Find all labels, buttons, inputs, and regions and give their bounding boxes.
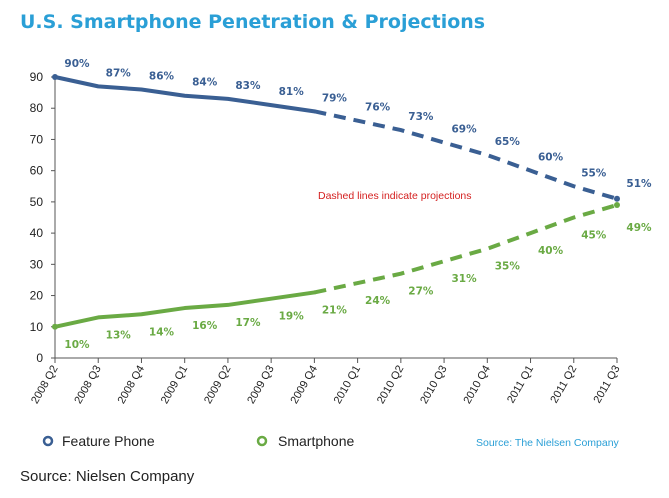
legend-smartphone-marker bbox=[256, 435, 268, 447]
y-tick-label: 40 bbox=[30, 226, 44, 240]
y-tick-label: 20 bbox=[30, 289, 44, 303]
legend-smartphone-label: Smartphone bbox=[278, 433, 354, 449]
x-tick-label: 2010 Q3 bbox=[418, 364, 449, 407]
feature-phone-data-label: 79% bbox=[322, 92, 348, 104]
y-tick-label: 60 bbox=[30, 164, 44, 178]
feature-phone-data-label: 84% bbox=[192, 77, 218, 89]
chart-source: Source: The Nielsen Company bbox=[476, 437, 620, 449]
y-tick-label: 10 bbox=[30, 320, 44, 334]
feature-phone-data-label: 83% bbox=[235, 80, 261, 92]
y-tick-label: 70 bbox=[30, 132, 44, 146]
smartphone-data-label: 40% bbox=[538, 245, 564, 257]
x-tick-label: 2009 Q4 bbox=[288, 364, 319, 407]
x-tick-label: 2009 Q3 bbox=[245, 364, 276, 407]
y-tick-label: 50 bbox=[30, 195, 44, 209]
feature-phone-data-label: 65% bbox=[495, 136, 521, 148]
smartphone-data-label: 31% bbox=[452, 273, 478, 285]
image-caption: Source: Nielsen Company bbox=[20, 468, 195, 485]
chart-title: U.S. Smartphone Penetration & Projection… bbox=[20, 11, 485, 33]
axes: 0 10 20 30 40 50 60 70 80 90 2008 Q2 2008 Q3 2008 Q4… bbox=[29, 70, 622, 406]
feature-phone-data-label: 76% bbox=[365, 102, 391, 114]
legend-feature-phone-label: Feature Phone bbox=[62, 433, 155, 449]
feature-phone-data-label: 69% bbox=[452, 124, 478, 136]
x-tick-label: 2008 Q4 bbox=[116, 364, 147, 407]
x-tick-label: 2010 Q2 bbox=[375, 364, 406, 407]
smartphone-data-label: 16% bbox=[192, 320, 218, 332]
feature-phone-line-projection bbox=[313, 109, 618, 201]
y-tick-label: 0 bbox=[36, 351, 43, 365]
projection-annotation: Dashed lines indicate projections bbox=[318, 190, 472, 202]
feature-phone-start-point bbox=[52, 74, 58, 80]
feature-phone-data-label: 90% bbox=[64, 58, 90, 70]
x-tick-label: 2010 Q4 bbox=[461, 364, 492, 407]
smartphone-data-label: 14% bbox=[149, 326, 175, 338]
smartphone-line-actual bbox=[53, 290, 317, 329]
x-tick-label: 2009 Q2 bbox=[202, 364, 233, 407]
data-labels: 90% 87% 86% 84% 83% 81% 79% 76% 73% 69% 65% 60% 55% 5… bbox=[64, 58, 652, 351]
smartphone-data-label: 27% bbox=[408, 286, 434, 298]
feature-phone-data-label: 87% bbox=[106, 67, 132, 79]
feature-phone-data-label: 60% bbox=[538, 152, 564, 164]
smartphone-data-label: 13% bbox=[106, 329, 132, 341]
smartphone-end-point bbox=[614, 202, 620, 209]
feature-phone-data-label: 81% bbox=[279, 86, 305, 98]
feature-phone-end-point bbox=[614, 195, 620, 202]
smartphone-data-label: 17% bbox=[235, 317, 261, 329]
y-tick-label: 90 bbox=[30, 70, 44, 84]
feature-phone-data-label: 55% bbox=[581, 167, 607, 179]
smartphone-line-projection bbox=[313, 203, 618, 295]
x-tick-label: 2009 Q1 bbox=[159, 364, 190, 407]
legend-feature-phone-marker bbox=[42, 435, 54, 447]
smartphone-data-label: 35% bbox=[495, 261, 521, 273]
y-tick-label: 80 bbox=[30, 101, 44, 115]
smartphone-data-label: 24% bbox=[365, 295, 391, 307]
smartphone-data-label: 10% bbox=[64, 339, 90, 351]
smartphone-data-label: 21% bbox=[322, 304, 348, 316]
series-group bbox=[52, 74, 620, 330]
legend: Feature Phone Smartphone bbox=[42, 433, 354, 449]
x-tick-label: 2011 Q2 bbox=[548, 364, 579, 406]
smartphone-data-label: 49% bbox=[626, 222, 652, 234]
feature-phone-data-label: 73% bbox=[408, 111, 434, 123]
y-tick-label: 30 bbox=[30, 257, 44, 271]
x-tick-label: 2011 Q3 bbox=[592, 364, 623, 406]
x-tick-label: 2010 Q1 bbox=[332, 364, 363, 407]
feature-phone-data-label: 86% bbox=[149, 70, 175, 82]
smartphone-start-point bbox=[52, 323, 58, 330]
smartphone-data-label: 45% bbox=[581, 230, 607, 242]
smartphone-data-label: 19% bbox=[279, 311, 305, 323]
x-tick-label: 2008 Q3 bbox=[72, 364, 103, 407]
x-tick-label: 2008 Q2 bbox=[29, 364, 60, 407]
x-tick-label: 2011 Q1 bbox=[505, 364, 536, 406]
feature-phone-data-label: 51% bbox=[626, 178, 652, 190]
feature-phone-line-actual bbox=[53, 75, 317, 114]
